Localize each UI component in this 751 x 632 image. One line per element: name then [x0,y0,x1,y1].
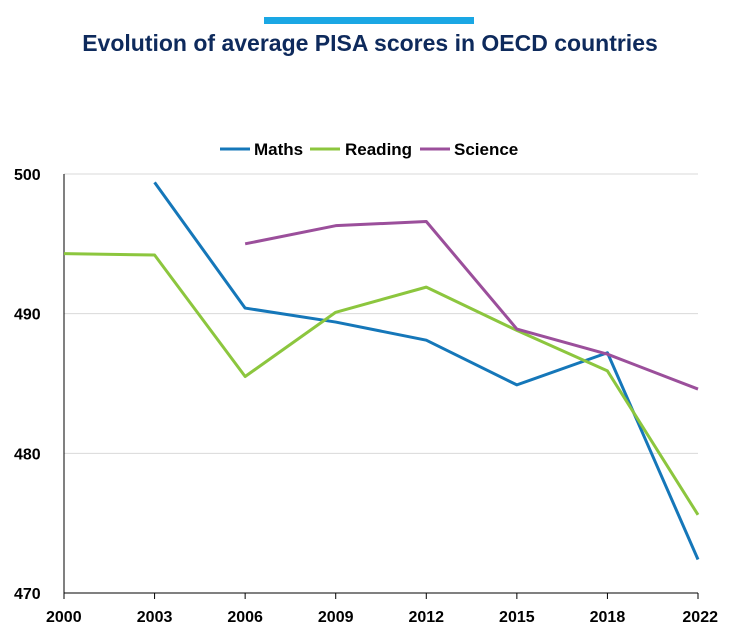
x-tick-label: 2018 [590,609,626,626]
y-tick-label: 480 [14,446,41,463]
title-accent-bar [264,17,474,24]
x-tick-label: 2006 [227,609,263,626]
legend-label-maths: Maths [254,140,303,159]
series-lines [63,181,700,561]
x-axis-ticks: 2000 2003 2006 2009 2012 2015 2018 2022 [46,593,718,626]
x-tick-label: 2003 [137,609,173,626]
x-tick-label: 2012 [408,609,444,626]
legend-label-science: Science [454,140,518,159]
y-axis-ticks: 470 480 490 500 [14,167,41,603]
x-tick-label: 2022 [682,609,718,626]
y-tick-label: 470 [14,586,41,603]
series-line-science [244,219,699,391]
y-tick-label: 500 [14,167,41,184]
series-line-reading [63,252,700,516]
x-tick-label: 2000 [46,609,82,626]
axes [63,174,698,594]
legend-label-reading: Reading [345,140,412,159]
gridlines [64,173,698,454]
x-tick-label: 2009 [318,609,354,626]
y-tick-label: 490 [14,307,41,324]
legend: Maths Reading Science [220,140,518,159]
x-tick-label: 2015 [499,609,535,626]
series-line-maths [153,181,700,561]
chart-title: Evolution of average PISA scores in OECD… [82,30,658,56]
